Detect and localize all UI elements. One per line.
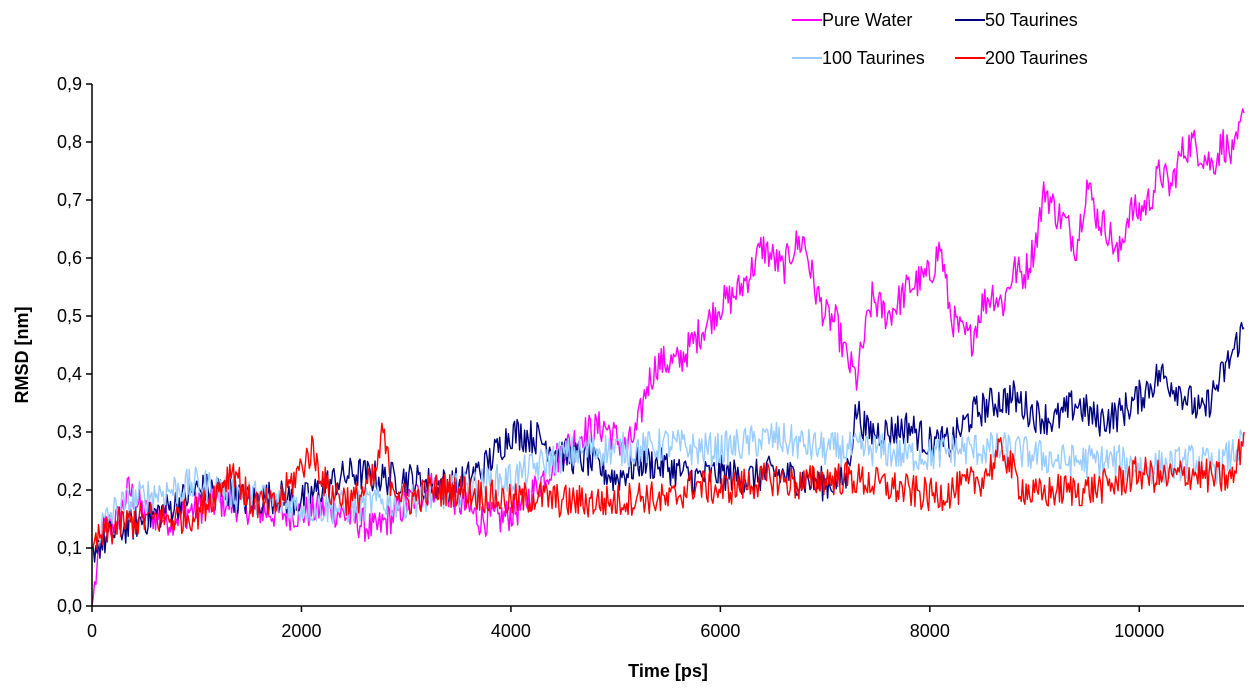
y-tick-label: 0,0: [57, 596, 82, 616]
y-tick-label: 0,2: [57, 480, 82, 500]
axes: 0 2000 4000 6000 8000 10000 0,00,10,20,30,40,…: [57, 74, 1244, 641]
y-ticks: 0,0 0,1 0,2 0,3 0,4 0,5 0,6 0,7 0,8 0,9: [57, 74, 92, 616]
y-tick-label: 0,8: [57, 132, 82, 152]
y-tick-label: 0,4: [57, 364, 82, 384]
x-ticks: 0 2000 4000 6000 8000 10000: [87, 606, 1164, 641]
x-tick-label: 8000: [910, 621, 950, 641]
legend-label-100-taurines: 100 Taurines: [822, 48, 925, 68]
y-axis-title: RMSD [nm]: [12, 307, 32, 404]
y-tick-label: 0,9: [57, 74, 82, 94]
legend: Pure Water 50 Taurines 100 Taurines 200 Tau…: [792, 10, 1088, 68]
x-tick-label: 0: [87, 621, 97, 641]
legend-label-200-taurines: 200 Taurines: [985, 48, 1088, 68]
x-tick-label: 4000: [491, 621, 531, 641]
x-tick-label: 2000: [281, 621, 321, 641]
y-tick-label: 0,6: [57, 248, 82, 268]
legend-label-pure-water: Pure Water: [822, 10, 912, 30]
plot-lines: [91, 108, 1245, 607]
y-tick-label: 0,1: [57, 538, 82, 558]
legend-label-50-taurines: 50 Taurines: [985, 10, 1078, 30]
series-line-pure-water: [91, 108, 1245, 607]
y-tick-label: 0,7: [57, 190, 82, 210]
y-tick-label: 0,5: [57, 306, 82, 326]
series-line-200-taurines: [91, 422, 1245, 551]
series-line-100-taurines: [91, 421, 1245, 549]
y-tick-label: 0,3: [57, 422, 82, 442]
x-tick-label: 6000: [700, 621, 740, 641]
x-tick-label: 10000: [1114, 621, 1164, 641]
x-axis-title: Time [ps]: [628, 661, 708, 681]
